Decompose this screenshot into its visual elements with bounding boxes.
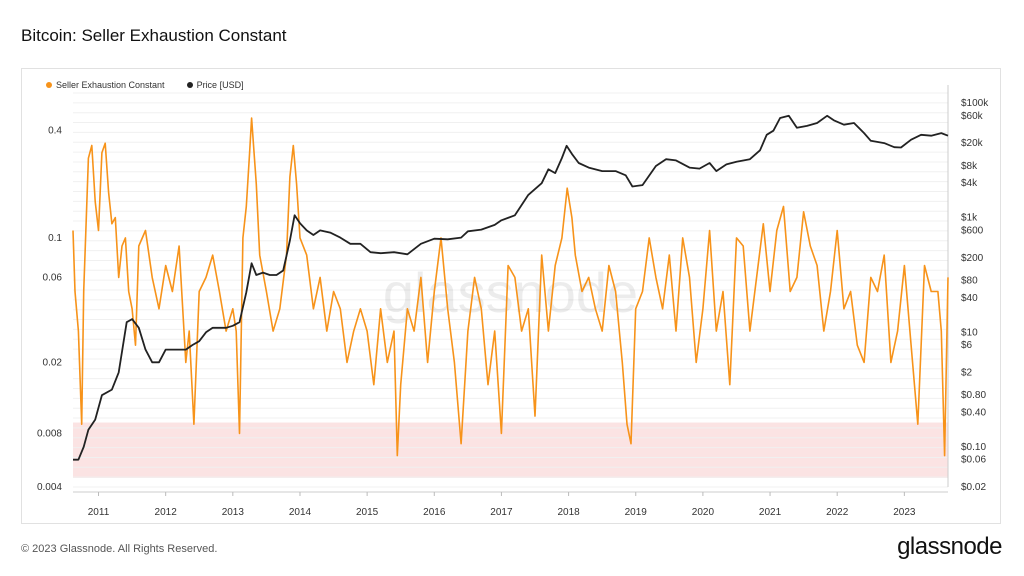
x-tick-label: 2011 <box>88 507 110 518</box>
x-tick-label: 2014 <box>289 507 312 518</box>
threshold-band <box>73 422 948 478</box>
right-tick-label: $100k <box>961 98 989 109</box>
x-tick-label: 2022 <box>826 507 849 518</box>
right-tick-label: $0.06 <box>961 455 986 466</box>
glassnode-logo: glassnode <box>897 533 1002 560</box>
right-tick-label: $600 <box>961 225 984 236</box>
legend-dot-price <box>186 82 193 88</box>
x-tick-label: 2023 <box>893 507 916 518</box>
watermark: glassnode <box>383 261 638 324</box>
x-tick-label: 2019 <box>625 507 648 518</box>
right-tick-label: $0.02 <box>961 482 986 493</box>
right-tick-label: $60k <box>961 111 984 122</box>
chart-frame <box>21 68 1001 524</box>
right-tick-label: $4k <box>961 178 978 189</box>
right-tick-label: $1k <box>961 213 978 224</box>
right-tick-label: $40 <box>961 293 978 304</box>
legend: Seller Exhaustion Constant Price [USD] <box>46 80 244 90</box>
right-tick-label: $2 <box>961 367 973 378</box>
x-tick-label: 2017 <box>490 507 513 518</box>
x-tick-label: 2018 <box>557 507 580 518</box>
sec-series-line <box>72 117 949 457</box>
left-tick-label: 0.4 <box>48 126 62 137</box>
right-tick-label: $8k <box>961 161 978 172</box>
x-tick-label: 2012 <box>155 507 178 518</box>
x-tick-label: 2015 <box>356 507 379 518</box>
right-tick-label: $200 <box>961 253 984 264</box>
x-tick-label: 2020 <box>692 507 715 518</box>
right-tick-label: $6 <box>961 340 973 351</box>
left-tick-label: 0.02 <box>43 357 63 368</box>
left-tick-label: 0.004 <box>37 482 62 493</box>
x-tick-label: 2021 <box>759 507 782 518</box>
legend-label-sec: Seller Exhaustion Constant <box>56 80 165 90</box>
left-tick-label: 0.008 <box>37 428 62 439</box>
x-tick-label: 2013 <box>222 507 245 518</box>
legend-item-price[interactable]: Price [USD] <box>186 80 244 90</box>
chart-title: Bitcoin: Seller Exhaustion Constant <box>21 26 287 45</box>
legend-dot-sec <box>46 82 52 88</box>
legend-item-sec[interactable]: Seller Exhaustion Constant <box>46 80 165 90</box>
copyright-footer: © 2023 Glassnode. All Rights Reserved. <box>21 543 218 555</box>
left-tick-label: 0.06 <box>43 272 63 283</box>
price-series-line <box>73 114 949 461</box>
right-tick-label: $80 <box>961 276 978 287</box>
right-tick-label: $0.80 <box>961 390 986 401</box>
right-tick-label: $10 <box>961 327 978 338</box>
legend-label-price: Price [USD] <box>196 80 244 90</box>
left-tick-label: 0.1 <box>48 233 62 244</box>
right-tick-label: $20k <box>961 138 984 149</box>
right-tick-label: $0.10 <box>961 442 986 453</box>
x-tick-label: 2016 <box>423 507 446 518</box>
right-tick-label: $0.40 <box>961 407 986 418</box>
